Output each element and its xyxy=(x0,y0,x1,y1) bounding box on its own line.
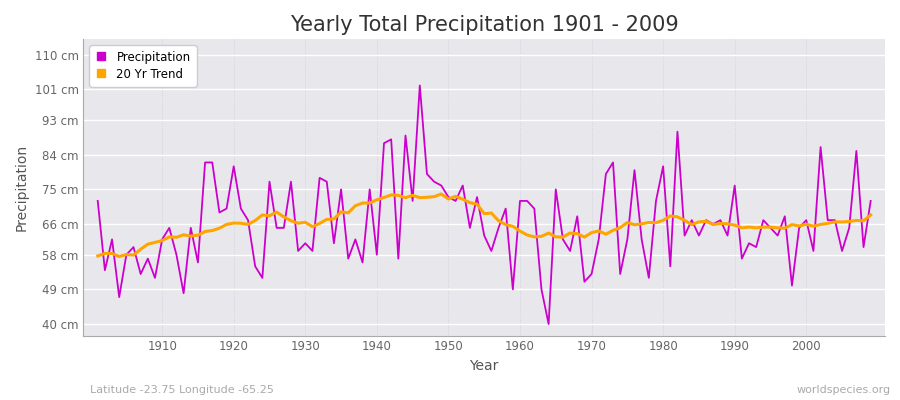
Y-axis label: Precipitation: Precipitation xyxy=(15,144,29,231)
X-axis label: Year: Year xyxy=(470,359,499,373)
Title: Yearly Total Precipitation 1901 - 2009: Yearly Total Precipitation 1901 - 2009 xyxy=(290,15,679,35)
Precipitation xyxy=(544,322,554,326)
Precipitation xyxy=(615,272,626,276)
Precipitation xyxy=(149,276,160,280)
Line: Precipitation: Precipitation xyxy=(98,86,870,324)
Precipitation xyxy=(414,83,425,88)
20 Yr Trend xyxy=(157,238,167,243)
Precipitation xyxy=(350,237,361,242)
Legend: Precipitation, 20 Yr Trend: Precipitation, 20 Yr Trend xyxy=(89,45,196,86)
Text: worldspecies.org: worldspecies.org xyxy=(796,385,891,395)
Precipitation xyxy=(522,198,533,203)
20 Yr Trend xyxy=(865,212,876,217)
20 Yr Trend xyxy=(436,192,446,196)
20 Yr Trend xyxy=(93,254,104,258)
20 Yr Trend xyxy=(314,221,325,226)
Precipitation xyxy=(515,198,526,203)
Text: Latitude -23.75 Longitude -65.25: Latitude -23.75 Longitude -65.25 xyxy=(90,385,274,395)
Precipitation xyxy=(307,248,318,253)
20 Yr Trend xyxy=(357,201,368,206)
20 Yr Trend xyxy=(522,232,533,237)
20 Yr Trend xyxy=(615,225,626,230)
Line: 20 Yr Trend: 20 Yr Trend xyxy=(98,194,870,256)
Precipitation xyxy=(93,198,104,203)
20 Yr Trend xyxy=(529,234,540,239)
20 Yr Trend xyxy=(113,254,124,259)
Precipitation xyxy=(865,198,876,203)
